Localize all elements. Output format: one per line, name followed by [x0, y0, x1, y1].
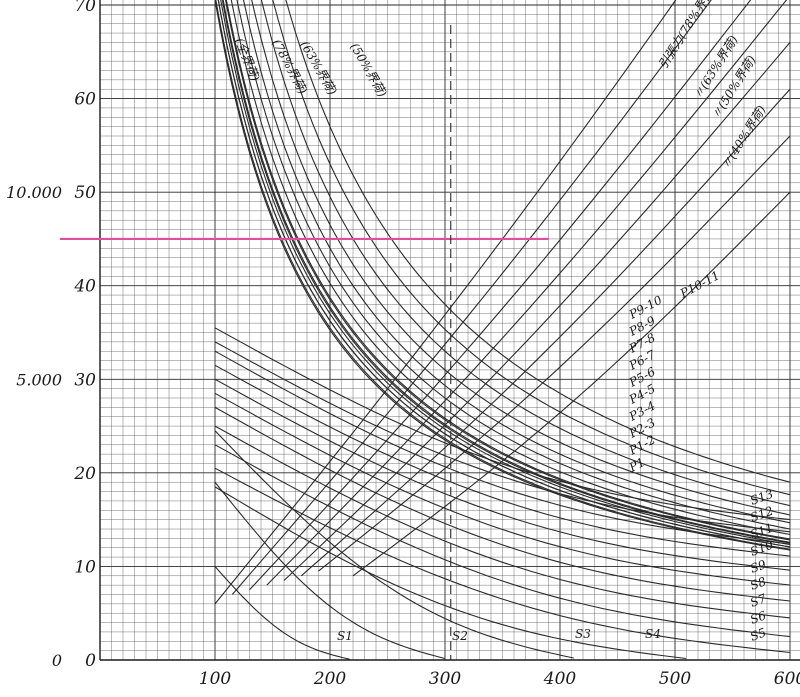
series-curve-rising-35 — [300, 88, 791, 577]
series-curve-s-22 — [214, 406, 791, 602]
y-tick-label: 20 — [73, 464, 96, 484]
y-outer-tick-label: 10.000 — [6, 183, 62, 202]
series-curve-s-23 — [214, 425, 791, 619]
right-series-label: 引張力(78%界荷) — [656, 0, 719, 72]
series-curve-rising-37 — [352, 191, 791, 577]
series-curve-upper-3 — [222, 0, 791, 543]
series-curve-p-7 — [221, 0, 791, 544]
chart-curves — [214, 0, 791, 660]
y-tick-label: 10 — [74, 557, 96, 577]
p-series-label: P10-11 — [677, 268, 722, 301]
y-tick-label: 0 — [85, 651, 96, 671]
chart-reference-lines — [60, 25, 549, 660]
s-series-label: S5 — [748, 625, 768, 644]
p-series-label: P1 — [626, 455, 647, 475]
series-curve-s-28 — [214, 481, 446, 660]
s-bottom-label: S1 — [337, 629, 353, 643]
right-series-label: 〃(40%界荷) — [719, 103, 769, 172]
chart-grid — [99, 0, 800, 661]
s-series-label: S8 — [748, 574, 768, 593]
y-tick-label: 50 — [74, 183, 96, 203]
s-bottom-label: S2 — [452, 629, 468, 643]
series-curve-upper-0 — [215, 0, 791, 550]
series-curve-rising-30 — [214, 0, 677, 605]
x-tick-label: 100 — [199, 669, 232, 689]
series-curve-s-21 — [214, 392, 791, 586]
series-curve-rising-34 — [283, 42, 791, 581]
series-curve-p-11 — [242, 0, 791, 524]
y-tick-label: 30 — [74, 370, 96, 390]
chart-tick-labels: 100 200 300 400 500 600 0 10 20 30 40 50 60 70 0 5.000 1… — [6, 0, 800, 689]
s-bottom-label: S3 — [575, 627, 591, 641]
y-tick-label: 70 — [74, 0, 96, 16]
series-curve-s-18 — [214, 350, 791, 545]
s-bottom-label: S4 — [645, 627, 661, 641]
series-curve-rising-33 — [266, 0, 788, 586]
chart-series-labels: (全界荷) (78%界荷)(63%界荷) (50%界荷) 引張力(78%界荷)〃(63… — [232, 0, 775, 644]
s-series-label: S13 — [748, 487, 775, 508]
x-tick-label: 300 — [429, 669, 462, 689]
series-curve-rising-32 — [249, 0, 752, 591]
upper-series-label: (50%界荷) — [347, 41, 389, 100]
y-tick-label: 60 — [74, 90, 96, 110]
series-curve-s-17 — [214, 341, 791, 533]
series-curve-s-29 — [214, 566, 350, 660]
series-curve-s-20 — [214, 378, 791, 571]
series-curve-rising-36 — [318, 135, 791, 572]
s-series-label: S9 — [748, 557, 768, 576]
x-tick-label: 600 — [774, 669, 800, 689]
x-tick-label: 500 — [659, 669, 692, 689]
series-curve-p-14 — [272, 0, 791, 496]
series-curve-s-27 — [214, 430, 574, 659]
series-curve-s-25 — [214, 467, 791, 654]
series-curve-s-19 — [214, 364, 791, 557]
series-curve-upper-2 — [220, 0, 791, 546]
series-curve-p-13 — [260, 0, 791, 507]
series-curve-p-6 — [217, 0, 791, 548]
y-outer-tick-label: 0 — [52, 651, 62, 670]
series-curve-s-24 — [214, 444, 791, 638]
series-curve-rising-31 — [231, 0, 712, 595]
y-outer-tick-label: 5.000 — [16, 370, 62, 389]
series-curve-p-12 — [251, 0, 791, 516]
series-curve-p-9 — [230, 0, 791, 536]
x-tick-label: 200 — [313, 669, 347, 689]
y-tick-label: 40 — [73, 277, 96, 297]
series-curve-p-15 — [285, 0, 791, 483]
x-tick-label: 400 — [543, 669, 577, 689]
series-curve-s-16 — [214, 327, 791, 521]
s-series-label: S7 — [748, 591, 768, 610]
s-series-label: S6 — [748, 608, 768, 627]
